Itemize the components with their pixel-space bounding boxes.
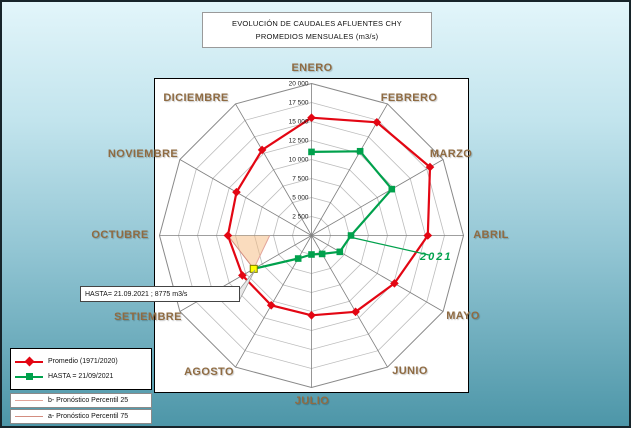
radial-tick-label: 5 000 — [292, 195, 309, 202]
diamond-marker-icon — [24, 356, 34, 367]
square-marker-icon — [25, 373, 33, 380]
legend-label-percentil-75: a- Pronóstico Percentil 75 — [48, 413, 129, 420]
legend-label-hasta: HASTA = 21/09/2021 — [48, 373, 114, 380]
month-label-febrero: FEBRERO — [380, 92, 438, 104]
legend-swatch-promedio — [15, 356, 43, 367]
radial-tick-label: 2 500 — [292, 214, 309, 221]
series-marker-square — [308, 251, 315, 258]
series-marker-square — [388, 185, 396, 193]
month-label-mayo: MAYO — [446, 310, 480, 322]
grid-spoke — [311, 103, 388, 236]
month-label-marzo: MARZO — [429, 148, 473, 160]
series-marker-square — [318, 250, 326, 258]
chart-title: EVOLUCIÓN DE CAUDALES AFLUENTES CHY PROM… — [202, 12, 432, 48]
month-label-octubre: OCTUBRE — [91, 229, 149, 241]
current-value-annotation: HASTA= 21.09.2021 ; 8775 m3/s — [80, 286, 240, 302]
series-marker-diamond — [423, 231, 433, 240]
legend-item-hasta: HASTA = 21/09/2021 — [15, 372, 147, 381]
legend-label-percentil-25: b- Pronóstico Percentil 25 — [48, 397, 129, 404]
month-label-enero: ENERO — [291, 62, 333, 74]
series-marker-diamond — [372, 117, 382, 127]
series-marker-diamond — [390, 279, 399, 288]
grid-spoke — [179, 159, 312, 236]
legend-item-percentil-25: b- Pronóstico Percentil 25 — [15, 396, 128, 405]
series-marker-square — [294, 255, 302, 262]
month-label-diciembre: DICIEMBRE — [163, 92, 229, 104]
series-marker-diamond — [223, 231, 233, 240]
series-marker-diamond — [307, 310, 316, 320]
radial-tick-label: 20 000 — [289, 81, 309, 88]
radial-tick-label: 7 500 — [292, 176, 309, 183]
grid-spoke — [311, 235, 444, 312]
radial-tick-label: 12 500 — [289, 138, 309, 145]
month-label-noviembre: NOVIEMBRE — [107, 148, 179, 160]
legend-swatch-percentil-25 — [15, 396, 43, 405]
legend-box: Promedio (1971/2020) HASTA = 21/09/2021 — [10, 348, 152, 390]
series-marker-diamond — [425, 162, 435, 172]
chart-title-line1: EVOLUCIÓN DE CAUDALES AFLUENTES CHY — [232, 19, 402, 28]
year-label: 2021 — [420, 251, 453, 263]
series-marker-diamond — [257, 145, 267, 155]
radial-tick-label: 15 000 — [289, 119, 309, 126]
p25-line-swatch — [15, 400, 43, 401]
p75-line-swatch — [15, 416, 43, 417]
series-marker-diamond — [351, 307, 360, 317]
month-label-agosto: AGOSTO — [184, 366, 234, 378]
legend-swatch-hasta — [15, 372, 43, 381]
month-label-julio: JULIO — [294, 395, 330, 407]
radial-tick-label: 10 000 — [289, 157, 309, 164]
legend-item-promedio: Promedio (1971/2020) — [15, 356, 147, 367]
series-marker-square — [336, 248, 344, 256]
series-marker-square — [356, 147, 364, 155]
legend-label-promedio: Promedio (1971/2020) — [48, 358, 118, 365]
series-marker-diamond — [232, 187, 241, 197]
month-label-junio: JUNIO — [392, 365, 428, 377]
forecast-p25-line — [253, 235, 271, 270]
legend-box-percentil-25: b- Pronóstico Percentil 25 — [10, 393, 152, 408]
grid-spoke — [235, 103, 312, 236]
legend-box-percentil-75: a- Pronóstico Percentil 75 — [10, 409, 152, 424]
month-label-setiembre: SETIEMBRE — [114, 311, 182, 323]
year-callout-line — [353, 237, 430, 256]
radial-tick-label: 17 500 — [289, 100, 309, 107]
forecast-p75-line — [227, 235, 255, 270]
series-marker-diamond — [266, 300, 276, 310]
series-marker-diamond — [238, 271, 247, 280]
month-label-abril: ABRIL — [473, 229, 509, 241]
legend-item-percentil-75: a- Pronóstico Percentil 75 — [15, 412, 128, 421]
chart-title-line2: PROMEDIOS MENSUALES (m3/s) — [255, 32, 379, 41]
series-marker-square — [347, 232, 355, 239]
grid-spoke — [311, 235, 388, 368]
forecast-band — [227, 235, 270, 269]
legend-swatch-percentil-75 — [15, 412, 43, 421]
series-marker-diamond — [307, 113, 316, 123]
series-marker-square — [308, 148, 315, 156]
grid-spoke — [311, 159, 444, 236]
